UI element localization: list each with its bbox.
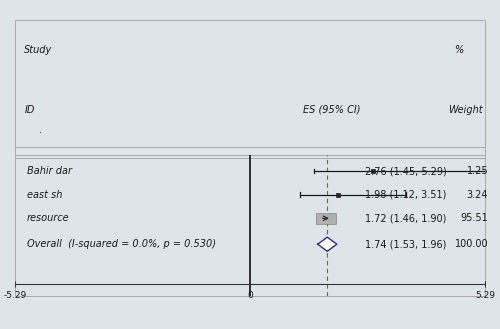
Text: 1.72 (1.46, 1.90): 1.72 (1.46, 1.90) xyxy=(365,213,446,223)
Text: Bahir dar: Bahir dar xyxy=(27,166,72,176)
Text: 3.24: 3.24 xyxy=(467,190,488,200)
Text: 1.74 (1.53, 1.96): 1.74 (1.53, 1.96) xyxy=(365,239,446,249)
Text: Weight: Weight xyxy=(448,105,482,114)
Text: Study: Study xyxy=(24,45,52,55)
Text: 5.29: 5.29 xyxy=(475,291,495,300)
Text: %: % xyxy=(454,45,464,55)
Text: ES (95% CI): ES (95% CI) xyxy=(303,105,360,114)
Text: 100.00: 100.00 xyxy=(454,239,488,249)
Text: -5.29: -5.29 xyxy=(4,291,26,300)
Text: 95.51: 95.51 xyxy=(460,213,488,223)
Text: 1.98 (1.12, 3.51): 1.98 (1.12, 3.51) xyxy=(365,190,446,200)
Polygon shape xyxy=(318,237,337,251)
Text: resource: resource xyxy=(27,213,70,223)
Text: Overall  (I-squared = 0.0%, p = 0.530): Overall (I-squared = 0.0%, p = 0.530) xyxy=(27,239,216,249)
Text: .: . xyxy=(38,125,42,135)
Text: east sh: east sh xyxy=(27,190,62,200)
Text: 2.76 (1.45, 5.29): 2.76 (1.45, 5.29) xyxy=(365,166,446,176)
Bar xyxy=(316,213,336,224)
Text: ID: ID xyxy=(24,105,35,114)
Text: 0: 0 xyxy=(247,291,253,300)
Text: 1.25: 1.25 xyxy=(466,166,488,176)
